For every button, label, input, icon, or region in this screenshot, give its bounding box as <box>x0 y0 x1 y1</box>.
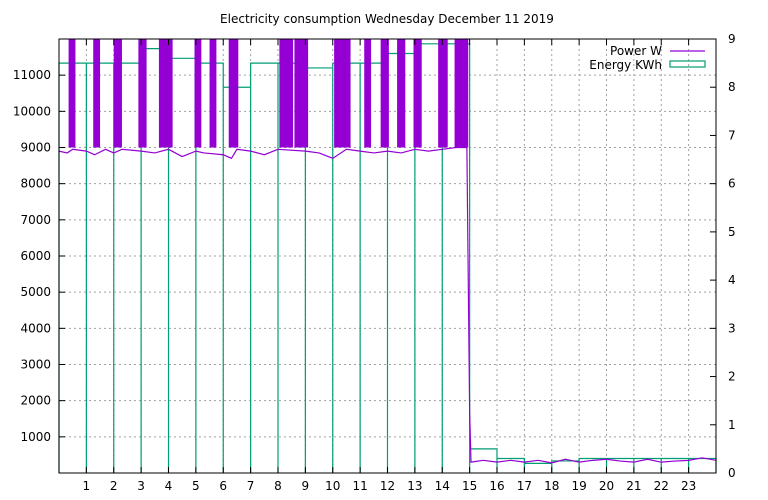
legend-label-power: Power W <box>610 44 662 58</box>
x-tick-label: 23 <box>681 479 696 493</box>
y-tick-label: 8000 <box>20 177 51 191</box>
x-tick-label: 18 <box>544 479 559 493</box>
y-tick-label: 9000 <box>20 141 51 155</box>
power-spike <box>413 39 422 148</box>
chart-title: Electricity consumption Wednesday Decemb… <box>220 12 554 26</box>
x-tick-label: 10 <box>325 479 340 493</box>
y2-tick-label: 2 <box>728 370 736 384</box>
y-tick-label: 4000 <box>20 321 51 335</box>
power-spike <box>380 39 389 148</box>
x-tick-label: 17 <box>517 479 532 493</box>
x-tick-label: 2 <box>110 479 118 493</box>
x-tick-label: 9 <box>302 479 310 493</box>
legend-label-energy: Energy KWh <box>589 58 662 72</box>
x-tick-label: 11 <box>352 479 367 493</box>
power-series <box>58 39 717 464</box>
y2-tick-label: 9 <box>728 32 736 46</box>
x-tick-label: 20 <box>599 479 614 493</box>
x-tick-label: 4 <box>165 479 173 493</box>
x-tick-label: 16 <box>489 479 504 493</box>
x-tick-label: 14 <box>435 479 450 493</box>
y2-tick-label: 7 <box>728 128 736 142</box>
x-tick-label: 8 <box>274 479 282 493</box>
power-spike <box>397 39 406 148</box>
legend-swatch-energy <box>669 60 706 68</box>
power-spike <box>438 39 448 148</box>
power-spike <box>138 39 147 148</box>
y-tick-label: 7000 <box>20 213 51 227</box>
y2-tick-label: 0 <box>728 466 736 480</box>
power-spike <box>454 39 469 148</box>
x-tick-label: 1 <box>83 479 91 493</box>
y2-tick-label: 4 <box>728 273 736 287</box>
y2-tick-label: 1 <box>728 418 736 432</box>
x-tick-label: 6 <box>219 479 227 493</box>
power-spike <box>158 39 173 148</box>
y-tick-label: 1000 <box>20 430 51 444</box>
x-tick-label: 22 <box>654 479 669 493</box>
x-tick-label: 13 <box>407 479 422 493</box>
power-spike <box>113 39 122 148</box>
power-spike <box>228 39 239 148</box>
x-tick-label: 15 <box>462 479 477 493</box>
y2-tick-label: 6 <box>728 177 736 191</box>
power-spike <box>294 39 309 148</box>
y2-tick-label: 5 <box>728 225 736 239</box>
x-tick-label: 7 <box>247 479 255 493</box>
power-spike <box>364 39 372 148</box>
y-tick-label: 11000 <box>13 68 51 82</box>
y2-tick-label: 3 <box>728 321 736 335</box>
x-tick-label: 12 <box>380 479 395 493</box>
power-spike <box>93 39 101 148</box>
y-tick-label: 10000 <box>13 104 51 118</box>
power-spike <box>279 39 294 148</box>
x-tick-label: 21 <box>626 479 641 493</box>
y-tick-label: 2000 <box>20 394 51 408</box>
power-spike <box>194 39 202 148</box>
x-tick-label: 3 <box>137 479 145 493</box>
power-line <box>58 146 717 464</box>
x-tick-label: 5 <box>192 479 200 493</box>
legend: Power W Energy KWh <box>589 44 706 72</box>
power-spike <box>68 39 76 148</box>
y2-tick-label: 8 <box>728 80 736 94</box>
y-tick-label: 3000 <box>20 358 51 372</box>
x-tick-label: 19 <box>571 479 586 493</box>
power-spike <box>209 39 217 148</box>
y-tick-label: 6000 <box>20 249 51 263</box>
power-spike <box>334 39 351 148</box>
y-tick-label: 5000 <box>20 285 51 299</box>
axes: 1 2 3 4 5 6 7 8 9 10 11 12 13 14 15 16 17 18 19 20 21 22 23100… <box>13 32 736 493</box>
